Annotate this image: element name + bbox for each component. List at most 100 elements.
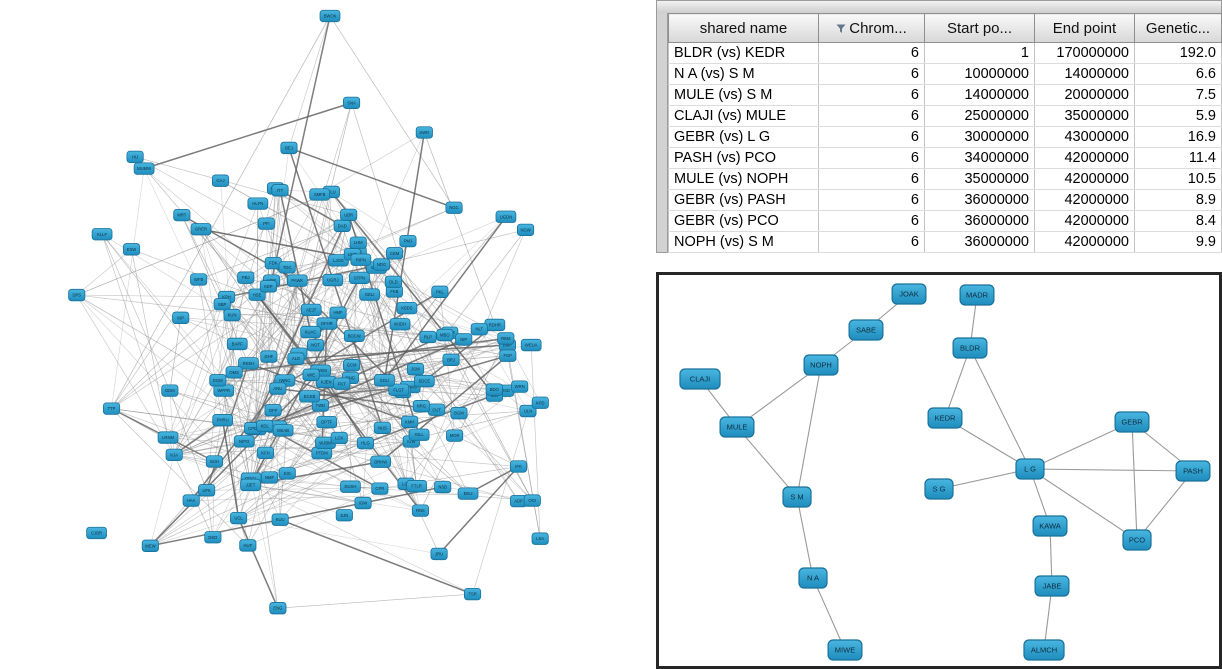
network-node[interactable]: OFP [264,404,282,417]
network-edge[interactable] [76,294,175,456]
network-edge[interactable] [221,304,251,485]
network-node[interactable]: PCO [1122,529,1152,551]
network-edge[interactable] [111,280,272,409]
network-node[interactable]: UCL [230,511,248,525]
network-edge[interactable] [212,461,215,538]
table-cell[interactable]: 36000000 [924,231,1035,253]
network-node[interactable]: KUU [271,513,289,526]
network-node[interactable]: KUN [223,308,241,322]
network-edge[interactable] [288,147,455,209]
network-edge[interactable] [383,132,426,381]
network-edge[interactable] [284,102,352,381]
network-node[interactable]: N A [798,567,828,589]
table-cell[interactable]: 36000000 [924,189,1035,211]
network-node[interactable]: OGI [523,494,541,507]
network-node[interactable]: JJET [240,478,261,492]
network-node[interactable]: GEBR [1114,411,1150,433]
network-node[interactable]: MJH [205,455,223,468]
network-edge[interactable] [200,229,381,462]
network-edge[interactable] [796,364,822,498]
network-node[interactable]: MKAB [272,424,294,437]
network-edge[interactable] [173,343,238,456]
network-node[interactable]: NRG [412,400,430,413]
table-cell[interactable]: 6 [818,63,925,85]
network-edge[interactable] [365,281,394,444]
table-cell[interactable]: MULE (vs) NOPH [668,168,819,190]
network-node[interactable]: BLDR [952,337,988,359]
network-node[interactable]: PAWK [286,274,308,287]
network-edge[interactable] [438,465,520,555]
network-node[interactable]: DPTF [316,415,338,429]
network-edge[interactable] [255,203,259,430]
network-node[interactable]: PBJ [237,271,255,284]
network-node[interactable]: GILL [408,428,430,441]
network-edge[interactable] [250,484,364,504]
network-edge[interactable] [944,347,971,419]
network-node[interactable]: KFH [256,446,275,460]
network-edge[interactable] [812,577,846,651]
network-node[interactable]: WJDH [389,318,411,331]
table-cell[interactable]: 9.9 [1134,231,1222,253]
network-node[interactable]: KLLF [91,228,113,241]
network-node[interactable]: UGDN [495,210,517,223]
table-cell[interactable]: 6 [818,126,925,148]
network-edge[interactable] [271,15,331,281]
network-edge[interactable] [250,484,473,595]
network-edge[interactable] [238,473,288,519]
network-edge[interactable] [251,410,528,479]
network-edge[interactable] [206,490,214,538]
table-cell[interactable]: 25000000 [924,105,1035,127]
network-edge[interactable] [331,191,409,242]
table-cell[interactable]: 10.5 [1134,168,1222,190]
table-cell[interactable]: 6.6 [1134,63,1222,85]
network-node[interactable]: RIPN [350,253,372,266]
network-edge[interactable] [111,15,331,409]
network-node[interactable]: WEW [141,539,159,552]
network-edge[interactable] [237,517,279,609]
network-edge[interactable] [222,303,508,357]
network-edge[interactable] [530,345,541,539]
network-node[interactable]: CLAJI [679,368,721,390]
network-node[interactable]: NIP [455,333,473,346]
network-edge[interactable] [143,102,352,170]
table-cell[interactable]: 6 [818,84,925,106]
network-edge[interactable] [277,593,473,609]
table-cell[interactable]: PASH (vs) PCO [668,147,819,169]
network-node[interactable]: NOPH [803,354,839,376]
network-edge[interactable] [169,390,175,455]
network-node[interactable]: DFHR [316,317,338,330]
network-edge[interactable] [256,294,422,512]
network-node[interactable]: GELI [359,288,380,301]
network-edge[interactable] [232,312,339,316]
network-node[interactable]: ODM [161,384,179,397]
network-edge[interactable] [111,279,199,409]
network-edge[interactable] [181,214,383,429]
network-edge[interactable] [348,214,451,333]
network-edge[interactable] [226,267,288,298]
network-node[interactable]: ITT [271,184,289,197]
network-edge[interactable] [736,364,822,428]
network-edge[interactable] [295,344,508,360]
network-node[interactable]: PMJ [399,234,417,248]
network-edge[interactable] [337,312,416,370]
network-node[interactable]: SMFB [309,188,330,201]
network-node[interactable]: NDG [373,258,391,271]
network-node[interactable]: ESW [122,243,141,256]
network-edge[interactable] [169,317,182,391]
network-node[interactable]: KAWA [1032,515,1068,537]
network-node[interactable]: STPN [349,271,370,285]
network-node[interactable]: RBM [497,332,515,345]
network-edge[interactable] [288,15,331,149]
network-node[interactable]: TWD [311,399,329,412]
network-node[interactable]: MRT [173,209,191,222]
network-edge[interactable] [174,409,437,456]
network-edge[interactable] [320,277,360,371]
network-node[interactable]: FTLR [406,480,427,493]
network-node[interactable]: OMS [225,366,243,379]
network-node[interactable]: HLG [356,436,374,450]
network-edge[interactable] [212,434,420,538]
network-edge[interactable] [257,203,327,383]
network-edge[interactable] [252,339,464,429]
network-edge[interactable] [319,132,425,195]
network-edge[interactable] [167,380,425,438]
